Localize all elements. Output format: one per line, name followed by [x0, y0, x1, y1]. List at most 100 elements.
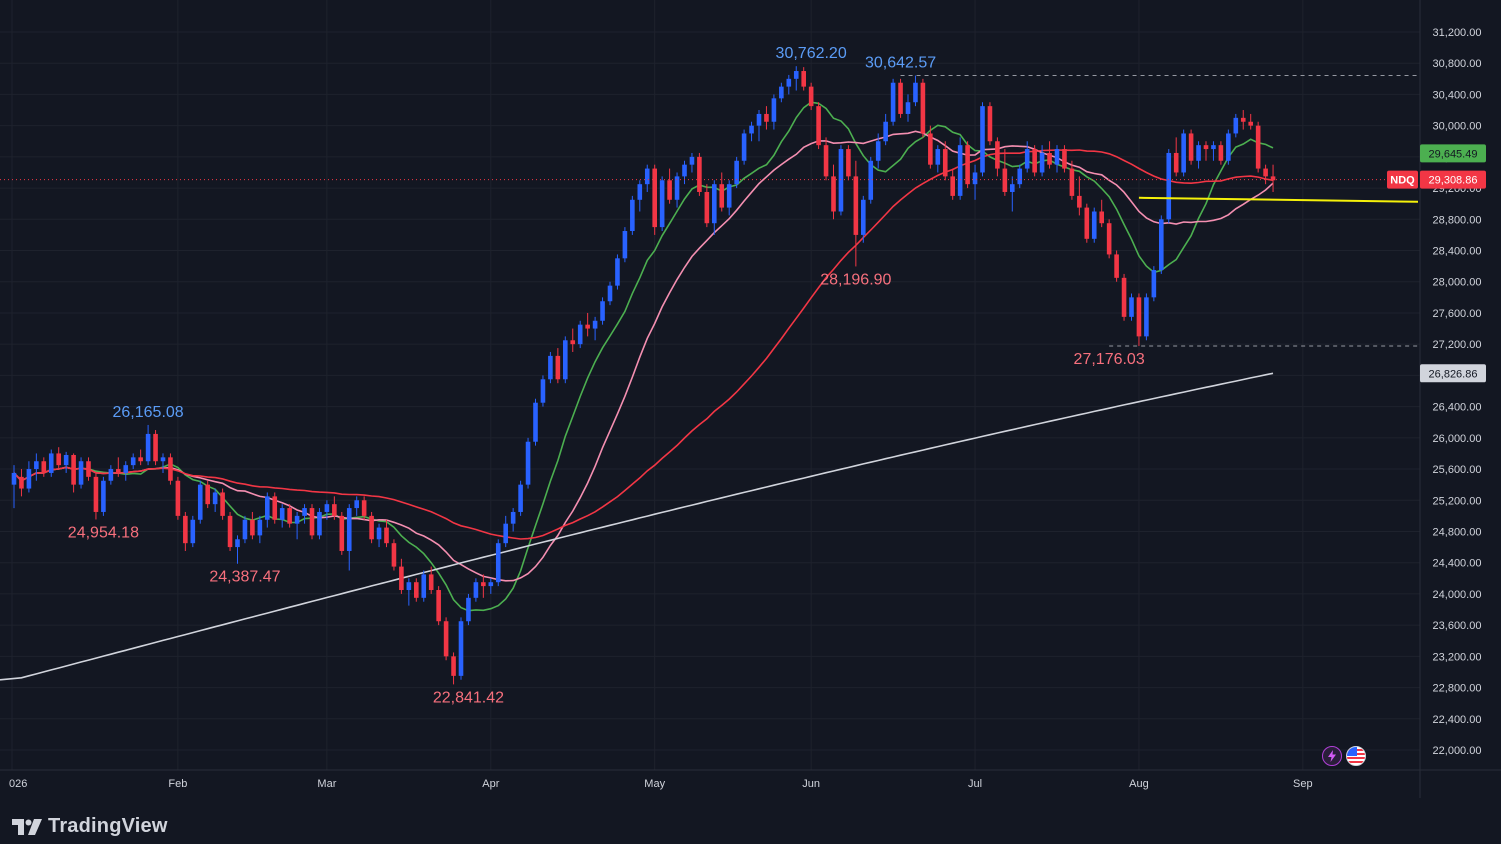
- candle: [875, 133, 881, 169]
- candle-body: [123, 465, 129, 473]
- candle-body: [220, 492, 225, 516]
- candle: [1062, 145, 1067, 173]
- candle: [473, 578, 479, 602]
- candle: [1196, 141, 1201, 169]
- candle-body: [928, 133, 933, 165]
- brand-logo[interactable]: TradingView: [12, 815, 168, 838]
- candle-body: [585, 324, 590, 329]
- candle-body: [853, 176, 859, 235]
- candle-body: [332, 504, 337, 516]
- price-tick-label: 25,600.00: [1433, 464, 1482, 476]
- candle-body: [11, 472, 17, 485]
- candle-body: [93, 476, 99, 512]
- price-chart[interactable]: 26,165.08 24,954.18 24,387.47 22,841.42 30,7…: [0, 0, 1501, 798]
- candle: [682, 160, 687, 185]
- price-tick-label: 24,800.00: [1433, 526, 1482, 538]
- candle: [369, 511, 374, 544]
- candle-body: [1159, 219, 1164, 271]
- candle: [11, 465, 17, 509]
- candle: [130, 453, 136, 470]
- time-tick-label: May: [644, 778, 665, 790]
- candle: [1017, 164, 1023, 189]
- candle-body: [548, 355, 553, 380]
- candle: [1032, 145, 1037, 177]
- price-annotation: 26,165.08: [113, 404, 184, 421]
- candle: [793, 66, 799, 91]
- candle: [801, 67, 806, 91]
- time-tick-label: Feb: [168, 778, 187, 790]
- candle-body: [920, 82, 926, 134]
- candle: [719, 172, 725, 212]
- candle-body: [1240, 117, 1246, 122]
- candle-body: [540, 379, 546, 403]
- tradingview-logo-icon: [12, 818, 42, 835]
- time-tick-label: Jul: [968, 778, 982, 790]
- candle-body: [697, 156, 702, 192]
- time-tick-label: Aug: [1129, 778, 1149, 790]
- candle-body: [428, 574, 434, 591]
- candle: [592, 316, 598, 341]
- candle-body: [577, 324, 583, 345]
- lightning-icon[interactable]: [1322, 746, 1342, 766]
- candle: [138, 449, 143, 466]
- candle: [1002, 149, 1008, 196]
- candle: [421, 570, 427, 602]
- price-tick-label: 26,000.00: [1433, 433, 1482, 445]
- price-tag: 29,308.86: [1420, 170, 1486, 189]
- candle-body: [101, 480, 106, 512]
- candle: [1218, 141, 1224, 165]
- candle: [361, 496, 367, 520]
- candle-body: [1099, 211, 1104, 224]
- price-tick-label: 23,600.00: [1433, 620, 1482, 632]
- candle-body: [674, 176, 680, 200]
- candle-body: [473, 582, 479, 598]
- candle-body: [749, 125, 754, 134]
- candle: [1255, 121, 1261, 173]
- candle: [1188, 129, 1194, 165]
- ma-line-200: [0, 372, 1274, 681]
- candle: [153, 430, 158, 466]
- candle-body: [868, 160, 874, 200]
- price-annotation: 24,954.18: [68, 524, 139, 541]
- candle: [78, 457, 84, 489]
- candle: [950, 168, 955, 200]
- candle: [458, 617, 464, 680]
- candle-body: [1017, 168, 1023, 185]
- candle: [756, 110, 762, 142]
- candle: [861, 195, 866, 243]
- candle-body: [384, 527, 389, 544]
- candle: [376, 523, 382, 548]
- candle-body: [1062, 149, 1067, 169]
- candle: [294, 511, 300, 540]
- candle: [160, 453, 166, 473]
- candle-body: [481, 582, 486, 587]
- candle-body: [1151, 270, 1157, 298]
- candle: [406, 578, 412, 606]
- candle-body: [369, 515, 374, 540]
- candle: [972, 164, 978, 200]
- candle-body: [637, 184, 643, 200]
- candle-body: [250, 519, 255, 536]
- price-tick-label: 22,400.00: [1433, 714, 1482, 726]
- price-tick-label: 30,800.00: [1433, 58, 1482, 70]
- candle: [1151, 266, 1157, 302]
- price-annotation: 24,387.47: [209, 569, 280, 586]
- candle-body: [391, 543, 397, 567]
- time-axis[interactable]: 026 Feb Mar Apr May Jun Jul Aug Sep: [9, 778, 1313, 790]
- candle-body: [376, 527, 382, 540]
- candle-body: [1233, 117, 1239, 134]
- candle: [1047, 141, 1052, 169]
- us-flag-icon[interactable]: [1346, 746, 1366, 766]
- candle-body: [734, 160, 739, 185]
- price-tick-label: 27,600.00: [1433, 308, 1482, 320]
- candle: [868, 156, 874, 204]
- candle-body: [175, 480, 181, 516]
- candle: [101, 476, 106, 516]
- candle-body: [764, 113, 769, 122]
- candle-body: [324, 504, 330, 512]
- candle: [1144, 293, 1149, 341]
- price-tag: 26,826.86: [1420, 364, 1486, 383]
- candle: [503, 515, 508, 548]
- candle-body: [1218, 145, 1224, 161]
- candle: [518, 480, 523, 516]
